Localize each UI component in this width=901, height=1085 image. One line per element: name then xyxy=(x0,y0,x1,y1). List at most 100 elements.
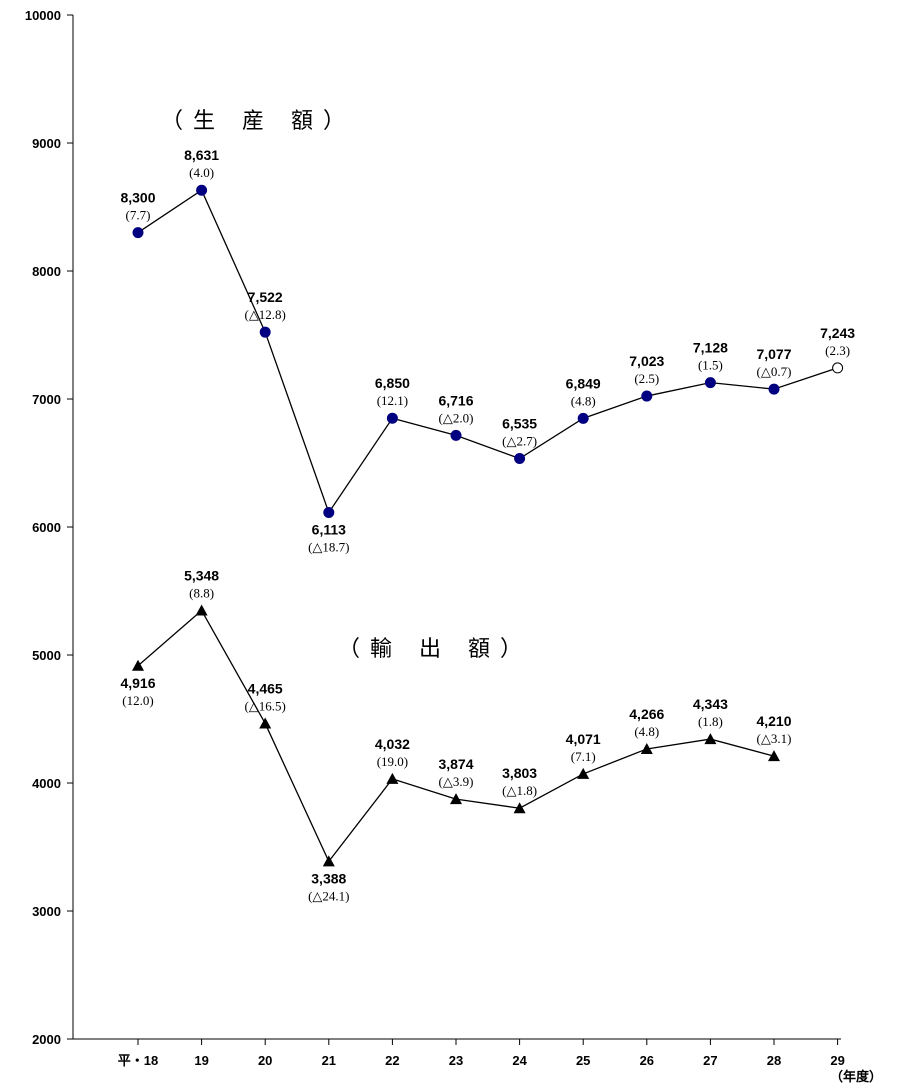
x-tick-label: 23 xyxy=(449,1053,463,1068)
data-change-label: (△2.0) xyxy=(439,410,474,425)
y-tick-label: 4000 xyxy=(32,776,61,791)
data-point xyxy=(132,227,144,239)
data-value-label: 6,113 xyxy=(312,522,346,538)
x-axis-unit-label: （年度） xyxy=(830,1069,882,1084)
x-tick-label: 29 xyxy=(830,1053,844,1068)
data-value-label: 3,388 xyxy=(311,870,346,886)
data-change-label: (7.1) xyxy=(571,749,596,764)
data-point xyxy=(704,377,716,389)
data-change-label: (△3.1) xyxy=(757,731,792,746)
data-point xyxy=(196,184,208,196)
data-value-label: 7,023 xyxy=(629,353,664,369)
data-value-label: 4,916 xyxy=(120,675,155,691)
data-value-label: 4,465 xyxy=(248,680,283,696)
data-change-label: (△1.8) xyxy=(502,783,537,798)
data-point xyxy=(259,326,271,338)
data-point xyxy=(832,362,844,374)
x-tick-label: 25 xyxy=(576,1053,590,1068)
x-tick-label: 19 xyxy=(194,1053,208,1068)
y-tick-label: 5000 xyxy=(32,648,61,663)
data-change-label: (△18.7) xyxy=(308,540,349,555)
series-production: 8,300 (7.7) 8,631 (4.0) 7,522 (△12.8) 6,113 (△1… xyxy=(120,147,855,554)
data-value-label: 3,803 xyxy=(502,765,537,781)
data-point xyxy=(768,750,780,762)
data-point xyxy=(132,659,144,671)
data-point xyxy=(577,767,590,779)
series-title-production: （生 産 額） xyxy=(161,109,355,134)
data-change-label: (4.8) xyxy=(571,393,596,408)
y-tick-label: 6000 xyxy=(32,520,61,535)
data-point xyxy=(259,717,272,729)
y-tick-label: 8000 xyxy=(32,264,61,279)
data-value-label: 4,210 xyxy=(756,713,791,729)
x-tick-label: 22 xyxy=(385,1053,399,1068)
data-value-label: 4,032 xyxy=(375,736,410,752)
data-point xyxy=(768,383,780,395)
data-change-label: (1.5) xyxy=(698,358,723,373)
data-point xyxy=(386,772,399,784)
data-value-label: 6,849 xyxy=(566,375,601,391)
y-tick-label: 9000 xyxy=(32,136,61,151)
data-point xyxy=(450,429,462,441)
data-point xyxy=(195,604,208,616)
data-point xyxy=(513,802,526,814)
data-point xyxy=(514,453,526,465)
data-point xyxy=(450,793,462,805)
x-tick-label: 27 xyxy=(703,1053,717,1068)
data-value-label: 7,077 xyxy=(756,346,791,362)
series-line xyxy=(137,189,838,514)
data-point xyxy=(577,412,589,424)
series-export: 4,916 (12.0) 5,348 (8.8) 4,465 (△16.5) 3,388 (△… xyxy=(120,567,791,903)
data-value-label: 6,716 xyxy=(438,392,473,408)
data-change-label: (12.0) xyxy=(122,693,153,708)
data-change-label: (△12.8) xyxy=(244,307,285,322)
data-value-label: 8,300 xyxy=(120,190,155,206)
data-change-label: (19.0) xyxy=(377,754,408,769)
y-tick-label: 7000 xyxy=(32,392,61,407)
data-change-label: (△2.7) xyxy=(502,434,537,449)
data-value-label: 3,874 xyxy=(438,756,473,772)
y-tick-label: 3000 xyxy=(32,904,61,919)
y-tick-label: 10000 xyxy=(25,8,61,23)
data-change-label: (7.7) xyxy=(126,208,151,223)
data-point xyxy=(641,390,653,402)
series-layer: 8,300 (7.7) 8,631 (4.0) 7,522 (△12.8) 6,113 (△1… xyxy=(120,147,855,903)
data-change-label: (△3.9) xyxy=(439,774,474,789)
x-tick-label: 21 xyxy=(322,1053,336,1068)
y-tick-label: 2000 xyxy=(32,1032,61,1047)
data-change-label: (△0.7) xyxy=(757,364,792,379)
data-point xyxy=(323,507,335,519)
x-tick-label: 28 xyxy=(767,1053,781,1068)
data-value-label: 6,850 xyxy=(375,375,410,391)
data-point xyxy=(386,412,398,424)
data-point xyxy=(322,855,335,867)
data-point xyxy=(704,733,717,745)
data-change-label: (1.8) xyxy=(698,714,723,729)
data-change-label: (△24.1) xyxy=(308,888,349,903)
data-value-label: 5,348 xyxy=(184,567,219,583)
data-change-label: (4.0) xyxy=(189,165,214,180)
data-change-label: (△16.5) xyxy=(244,698,285,713)
series-title-export: （輸 出 額） xyxy=(338,637,532,662)
data-value-label: 7,243 xyxy=(820,325,855,341)
data-change-label: (8.8) xyxy=(189,585,214,600)
x-tick-label: 24 xyxy=(512,1053,527,1068)
data-value-label: 7,128 xyxy=(693,340,728,356)
data-change-label: (12.1) xyxy=(377,393,408,408)
x-tick-label: 平・18 xyxy=(118,1053,158,1068)
data-value-label: 4,071 xyxy=(566,731,601,747)
data-value-label: 4,343 xyxy=(693,696,728,712)
data-value-label: 6,535 xyxy=(502,416,537,432)
x-tick-label: 26 xyxy=(640,1053,654,1068)
x-tick-label: 20 xyxy=(258,1053,272,1068)
data-value-label: 4,266 xyxy=(629,706,664,722)
data-value-label: 8,631 xyxy=(184,147,219,163)
data-change-label: (2.5) xyxy=(634,371,659,386)
data-change-label: (2.3) xyxy=(825,343,850,358)
data-point xyxy=(640,742,653,754)
data-value-label: 7,522 xyxy=(248,289,283,305)
y-axis-ticks: 2000 3000 4000 5000 6000 7000 8000 9000 10000 xyxy=(25,8,73,1047)
data-change-label: (4.8) xyxy=(634,724,659,739)
x-axis-ticks: 平・18 19 20 21 22 23 24 25 26 27 28 29 xyxy=(118,1039,845,1068)
